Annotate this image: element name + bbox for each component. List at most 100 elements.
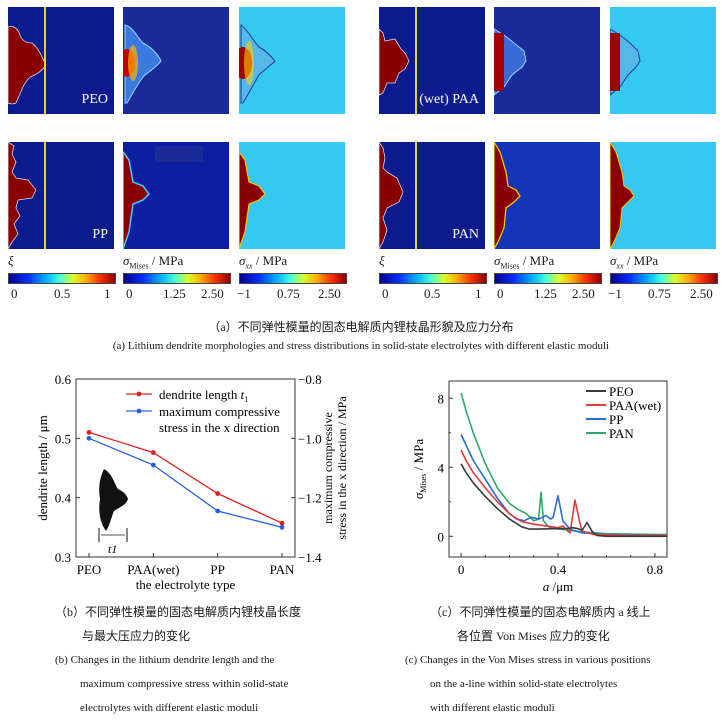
legend-label-pp: PP [609,412,623,427]
data-point [86,435,92,441]
mises-panel-paa [494,7,600,114]
x-tick-label: PP [210,562,224,577]
dendrite-shape-pp [8,142,37,249]
y2-axis-label-line1: maximum compressive [321,412,335,524]
phase-field-panel-peo: PEO [8,7,114,114]
a-line-marker [44,142,46,249]
x-tick-label: 0.4 [550,562,567,577]
unit: / MPa [252,253,288,268]
caption-b-en-2: maximum compressive stress within solid-… [80,678,289,690]
series-line-peo [460,463,667,538]
sigma-symbol: σ [610,253,617,268]
y-tick-label: 0 [438,529,445,544]
colorbar-tick: 0 [126,286,133,301]
dendrite-shape-pan [379,142,404,249]
legend-label-compressive-stress-2: stress in the x direction [159,420,280,435]
sxx-field-peo [239,23,276,104]
colorbar-tick: 2.50 [201,286,224,301]
x-tick-label: 0.8 [647,562,663,577]
unit: / MPa [623,253,659,268]
y-tick-label: 0.3 [55,550,71,565]
caption-b: （b）不同弹性模量的固态电解质内锂枝晶长度 与最大压应力的变化 (b) Chan… [55,600,301,720]
caption-c-en-3: with different elastic moduli [430,702,555,714]
phase-field-panel-paa: (wet) PAA [379,7,485,114]
colorbar-tick: 2.50 [572,286,595,301]
y-tick-label: 8 [438,391,445,406]
caption-b-cn-2: 与最大压应力的变化 [82,629,191,643]
sigma-symbol: σ [494,253,501,268]
unit: / MPa [148,253,184,268]
colorbar-title-sxx: σxx / MPa [239,253,287,271]
caption-c: （c）不同弹性模量的固态电解质内 a 线上 各位置 Von Mises 应力的变… [405,600,651,720]
phase-field-panel-pp: PP [8,142,114,249]
mises-field-pan [494,142,521,249]
mises-field-peo [123,24,162,104]
sxx-field-pp [239,151,266,249]
subscript: xx [616,261,624,271]
colorbar-tick: 2.50 [690,286,713,301]
colorbar-tick: −1 [608,286,622,301]
caption-c-en-2: on the a-line within solid-state electro… [430,678,618,690]
data-point [279,520,285,526]
data-point [86,430,92,435]
colorbar-tick: −1 [237,286,251,301]
sxx-panel-paa [610,7,716,114]
subscript: Mises [129,261,149,271]
x-tick-label: PAN [270,562,295,577]
colorbar-tick: 2.50 [318,286,341,301]
chart-b-svg: 0.3 0.4 0.5 0.6 −1.4 −1.2 −1.0 −0.8 PEO PAA(wet) P… [35,372,349,592]
mises-field-pp [123,146,203,249]
x-tick-label: 0 [458,562,465,577]
dendrite-inset-icon [99,469,128,531]
legend-label-peo: PEO [609,384,634,399]
panel-label-peo: PEO [81,92,108,107]
y-tick-label: 0.4 [55,491,72,506]
series-line-paawet [460,449,667,537]
colorbar-tick: 0.5 [424,286,441,301]
y-axis-label: dendrite length / μm [35,415,50,521]
data-point [215,508,221,514]
mises-panel-pp [123,142,229,249]
x-axis-label: a /μm [543,579,573,594]
panel-label-paa: (wet) PAA [419,92,479,107]
colorbar-tick: 0 [11,286,18,301]
data-point [150,450,156,455]
panel-label-pp: PP [92,227,108,242]
colorbar-tick: 0.75 [277,286,300,301]
series-line-pp [460,434,668,537]
caption-c-cn-1: （c）不同弹性模量的固态电解质内 a 线上 [430,605,651,619]
sxx-panel-pp [239,142,345,249]
y-tick-label: 4 [438,460,445,475]
series-line-compressive-stress [88,437,283,528]
x-tick-label: PAA(wet) [127,562,179,577]
dendrite-shape-paa [379,28,410,96]
mises-panel-pan [494,142,600,249]
legend-label-pan: PAN [609,426,634,441]
colorbar-tick: 0 [497,286,504,301]
a-line-marker [415,7,417,114]
colorbar-xi [379,273,487,284]
sxx-panel-pan [610,142,716,249]
colorbar-mises [123,273,231,284]
data-point [279,524,285,530]
y2-tick-label: −1.2 [298,491,322,506]
sxx-field-paa [610,28,641,96]
a-line-marker [44,7,46,114]
colorbar-tick: 0.75 [648,286,671,301]
colorbar-tick: 1.25 [534,286,557,301]
sxx-panel-peo [239,7,345,114]
colorbar-title-xi: ξ [8,253,14,268]
chart-c-svg: 0 4 8 0 0.4 0.8 a /μm σMises / MPa PEOPAA(wet)PP… [411,380,668,594]
colorbar-title-sxx: σxx / MPa [610,253,658,271]
mises-panel-peo [123,7,229,114]
colorbar-tick: 0 [382,286,389,301]
y2-tick-label: −1.4 [298,550,322,565]
a-line-marker [415,142,417,249]
y2-tick-label: −0.8 [298,372,322,387]
colorbar-xi [8,273,116,284]
y-tick-label: 0.5 [55,431,71,446]
legend-marker [136,408,142,414]
colorbar-tick: 1 [475,286,482,301]
phase-field-panel-pan: PAN [379,142,485,249]
legend-label-paawet: PAA(wet) [609,398,661,413]
